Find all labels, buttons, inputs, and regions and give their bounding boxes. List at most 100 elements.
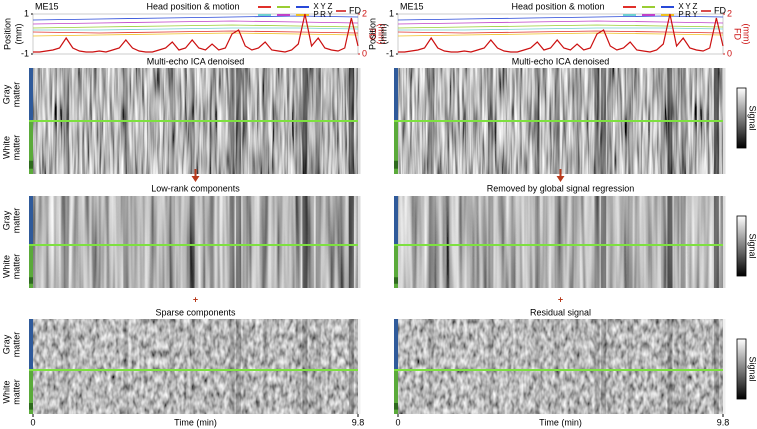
panel-title: Low-rank components: [151, 183, 240, 193]
motion-column: [534, 196, 540, 288]
arrow-head: [556, 176, 565, 182]
motion-column: [309, 319, 315, 414]
motion-column: [601, 319, 607, 414]
motion-column: [713, 319, 719, 414]
position-line: [32, 32, 359, 37]
wm-strip-dark: [394, 403, 398, 410]
row-label: matter: [11, 135, 21, 161]
motion-column: [574, 319, 580, 414]
motion-column: [169, 196, 175, 288]
wm-strip-dark: [394, 160, 398, 169]
colorbar-label: Signal: [748, 233, 757, 258]
fd-axis-label: (mm): [377, 24, 387, 45]
x-tick-label: 0: [30, 417, 35, 427]
x-tick-label: 9.8: [717, 417, 730, 427]
motion-column: [242, 319, 248, 414]
motion-column: [236, 196, 242, 288]
wm-strip-dark: [29, 160, 33, 169]
panel-title: Multi-echo ICA denoised: [512, 56, 610, 66]
motion-column: [680, 319, 686, 414]
operator: +: [558, 294, 563, 304]
fd-axis-label: (mm): [742, 24, 752, 45]
carpet: [33, 319, 358, 414]
wm-strip-dark: [29, 403, 33, 410]
x-tick-label: 0: [395, 417, 400, 427]
panel-title: Multi-echo ICA denoised: [147, 56, 245, 66]
subject-label: ME15: [400, 1, 424, 11]
motion-column: [627, 319, 633, 414]
gm-strip: [29, 196, 33, 245]
position-label: (mm): [378, 24, 388, 45]
fd-line: [398, 13, 724, 53]
motion-column: [315, 196, 321, 288]
motion-column: [534, 319, 540, 414]
legend-label: R: [320, 10, 326, 19]
motion-column: [720, 196, 726, 288]
motion-column: [627, 196, 633, 288]
position-label: Position: [367, 18, 377, 50]
legend-label: P: [678, 10, 683, 19]
motion-column: [674, 196, 680, 288]
motion-column: [123, 319, 129, 414]
row-label: White: [1, 255, 11, 278]
wm-strip-dark: [29, 277, 33, 284]
position-line: [397, 32, 724, 37]
motion-column: [262, 319, 268, 414]
motion-column: [63, 319, 69, 414]
motion-column: [667, 319, 673, 414]
motion-column: [295, 196, 301, 288]
y-tick-label: 1: [389, 8, 394, 18]
position-line: [397, 20, 724, 25]
legend-label: Z: [328, 2, 333, 11]
panel-title: Residual signal: [530, 307, 591, 317]
legend-label: Y: [320, 2, 326, 11]
fd-axis-label: FD: [733, 28, 743, 40]
gm-strip: [394, 68, 398, 121]
wm-strip: [394, 121, 398, 174]
motion-column: [660, 196, 666, 288]
position-line: [398, 27, 724, 31]
motion-column: [348, 319, 354, 414]
panel-title: Removed by global signal regression: [487, 183, 635, 193]
colorbar-label: Signal: [748, 356, 757, 381]
legend-label: X: [678, 2, 684, 11]
row-label: Gray: [1, 334, 11, 354]
row-label: matter: [11, 254, 21, 280]
colorbar: [736, 338, 747, 400]
fd-line: [33, 13, 359, 53]
motion-column: [302, 319, 308, 414]
fd-tick-label: 2: [362, 8, 367, 18]
x-axis-label: Time (min): [539, 417, 582, 427]
motion-column: [189, 319, 195, 414]
x-tick-label: 9.8: [352, 417, 365, 427]
legend-label: FD: [714, 5, 726, 15]
carpet: [398, 319, 723, 414]
motion-title: Head position & motion: [146, 1, 239, 11]
colorbar-label: Signal: [748, 105, 757, 130]
fd-tick-label: 2: [727, 8, 732, 18]
row-label: matter: [11, 82, 21, 108]
motion-column: [315, 319, 321, 414]
motion-column: [428, 319, 434, 414]
arrow-head: [191, 176, 200, 182]
motion-column: [262, 196, 268, 288]
row-label: matter: [11, 332, 21, 358]
motion-column: [63, 196, 69, 288]
y-tick-label: -1: [386, 48, 394, 58]
motion-column: [242, 196, 248, 288]
motion-column: [667, 196, 673, 288]
motion-column: [302, 196, 308, 288]
motion-column: [488, 319, 494, 414]
legend-label: X: [313, 2, 319, 11]
motion-column: [209, 319, 215, 414]
legend-label: Y: [327, 10, 333, 19]
wm-strip: [29, 245, 33, 288]
motion-column: [348, 196, 354, 288]
legend-label: R: [685, 10, 691, 19]
colorbar: [736, 215, 747, 277]
motion-column: [607, 196, 613, 288]
wm-strip: [394, 245, 398, 288]
colorbar: [736, 87, 747, 149]
position-line: [32, 15, 359, 21]
